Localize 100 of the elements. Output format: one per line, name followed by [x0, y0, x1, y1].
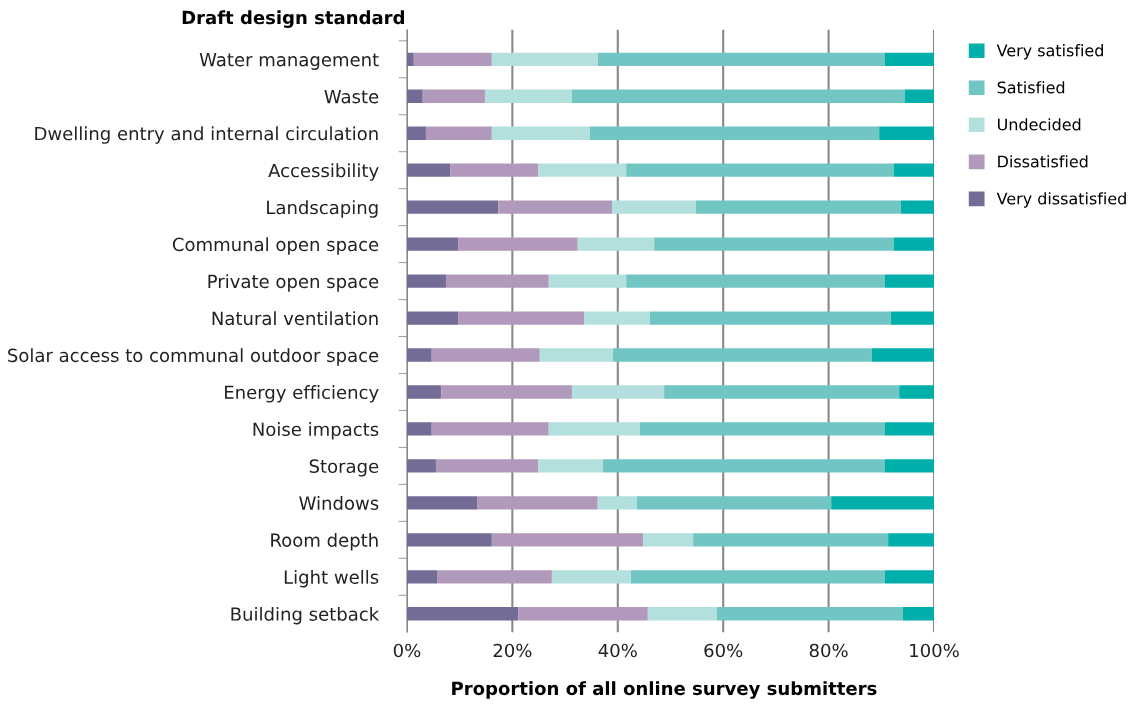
y-tick-label: Room depth	[271, 532, 378, 551]
bar	[900, 200, 935, 214]
y-tick-label: Solar access to communal outdoor space	[8, 348, 379, 366]
bar	[654, 237, 894, 251]
bar	[518, 607, 648, 621]
bar	[458, 237, 578, 251]
bar	[647, 607, 717, 621]
bar	[885, 274, 935, 288]
bar	[437, 570, 552, 584]
bar	[643, 533, 694, 547]
bar	[406, 533, 492, 547]
bar	[539, 348, 614, 362]
legend-label: Dissatisfied	[998, 155, 1088, 168]
legend-label: Satisfied	[997, 81, 1065, 94]
legend-label: Very dissatisfied	[996, 192, 1126, 208]
bar	[693, 533, 889, 547]
y-tick-label: Natural ventilation	[212, 311, 378, 326]
x-axis-title: Proportion of all online survey submitters	[452, 681, 877, 699]
bar	[571, 385, 665, 399]
bar	[649, 311, 891, 325]
y-tick-label: Windows	[299, 496, 379, 510]
bar	[406, 126, 426, 140]
bar	[431, 348, 540, 362]
bar	[888, 533, 935, 547]
bar	[406, 459, 436, 473]
bar	[890, 311, 935, 325]
bar	[611, 200, 696, 214]
bar	[626, 274, 885, 288]
bar	[431, 422, 549, 436]
bar	[406, 89, 423, 103]
bar	[484, 89, 572, 103]
bar	[406, 348, 432, 362]
bar	[548, 422, 640, 436]
bar	[571, 89, 906, 103]
bar	[406, 607, 519, 621]
bar	[548, 274, 627, 288]
y-tick-label: Waste	[324, 89, 379, 104]
y-axis-title: Draft design standard	[182, 10, 404, 28]
y-tick-label: Building setback	[231, 606, 380, 625]
bar	[885, 52, 935, 66]
bar	[498, 200, 612, 214]
bar	[491, 533, 644, 547]
bar	[425, 126, 492, 140]
x-tick-label: 0%	[393, 643, 421, 658]
bar	[885, 459, 935, 473]
bar	[905, 89, 935, 103]
bar	[885, 570, 935, 584]
bar	[406, 163, 451, 177]
legend-label: Undecided	[998, 118, 1081, 131]
bar	[538, 459, 604, 473]
bar	[589, 126, 880, 140]
bar	[406, 237, 459, 251]
x-tick-label: 100%	[910, 643, 959, 658]
bar	[406, 570, 437, 584]
y-tick-label: Landscaping	[267, 200, 378, 218]
bar	[626, 163, 894, 177]
bar	[893, 237, 935, 251]
bar	[695, 200, 901, 214]
bar	[613, 348, 872, 362]
bar	[406, 311, 459, 325]
bar	[885, 422, 935, 436]
bar	[406, 496, 478, 510]
bar	[902, 607, 935, 621]
bar	[899, 385, 935, 399]
bar	[406, 385, 442, 399]
y-tick-label: Noise impacts	[253, 422, 379, 440]
bar	[871, 348, 935, 362]
bar	[577, 237, 655, 251]
bar	[491, 52, 598, 66]
bar	[893, 163, 935, 177]
x-tick-label: 80%	[809, 643, 848, 658]
bar	[597, 496, 637, 510]
bar	[406, 52, 414, 66]
x-tick-label: 20%	[493, 643, 532, 658]
bar	[603, 459, 885, 473]
bar	[406, 422, 432, 436]
bar	[879, 126, 935, 140]
legend-label: Very satisfied	[996, 44, 1103, 60]
y-tick-label: Storage	[309, 459, 379, 477]
bar	[636, 496, 832, 510]
bar	[831, 496, 935, 510]
bar	[406, 274, 446, 288]
bar	[584, 311, 650, 325]
bar	[630, 570, 885, 584]
y-tick-label: Communal open space	[172, 237, 379, 255]
x-tick-label: 60%	[704, 643, 743, 658]
bar	[413, 52, 492, 66]
bar	[445, 274, 549, 288]
y-tick-label: Water management	[199, 53, 379, 70]
bar	[716, 607, 903, 621]
y-tick-label: Energy efficiency	[225, 385, 379, 403]
bar	[435, 459, 539, 473]
bar	[458, 311, 585, 325]
bar	[639, 422, 885, 436]
bar	[664, 385, 900, 399]
bar	[477, 496, 598, 510]
bar	[422, 89, 485, 103]
bar	[406, 200, 499, 214]
x-tick-label: 40%	[598, 643, 637, 658]
y-tick-label: Light wells	[284, 569, 379, 588]
